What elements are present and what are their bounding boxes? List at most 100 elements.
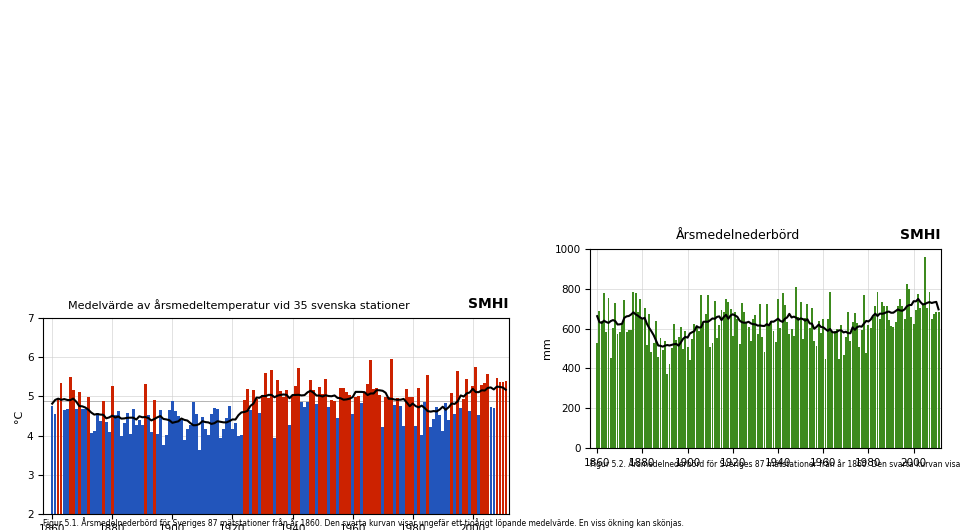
Bar [938,312,940,448]
Bar [626,332,628,448]
Bar [54,414,57,530]
Bar [711,342,713,448]
Bar [773,331,775,448]
Text: Medelvärde av årsmedeltemperatur vid 35 svenska stationer: Medelvärde av årsmedeltemperatur vid 35 … [68,299,410,311]
Bar [246,389,249,530]
Bar [267,398,270,530]
Bar [315,404,318,530]
Bar [813,341,815,448]
Bar [159,410,161,530]
Bar [686,347,688,448]
Bar [798,316,800,448]
Bar [394,405,396,530]
Bar [180,420,182,530]
Bar [174,411,177,530]
Bar [612,328,614,448]
Bar [646,345,648,448]
Bar [505,381,507,530]
Bar [709,347,711,448]
Bar [75,409,78,530]
Bar [477,414,480,530]
Bar [487,374,489,530]
Bar [381,427,384,530]
Bar [671,348,673,448]
Bar [336,418,339,530]
Bar [322,394,324,530]
Bar [639,299,641,448]
Bar [781,293,783,448]
Bar [346,392,348,530]
Bar [696,327,698,448]
Bar [388,397,390,530]
Bar [84,409,86,530]
Bar [890,326,892,448]
Bar [791,329,793,448]
Bar [312,390,315,530]
Text: Figur 5.2. Årsmedelnederbörd för Sveriges 87 mätstationer från år 1860. Den svar: Figur 5.2. Årsmedelnederbörd för Sverige… [590,458,960,470]
Bar [243,400,246,530]
Bar [705,314,707,448]
Bar [716,338,718,448]
Bar [351,414,354,530]
Bar [863,295,865,448]
Bar [69,377,71,530]
Bar [915,311,917,448]
Bar [825,359,827,448]
Bar [111,386,113,530]
Bar [743,312,745,448]
Bar [920,308,922,448]
Bar [439,416,441,530]
Bar [605,332,607,448]
Bar [405,389,408,530]
Bar [831,331,833,448]
Bar [885,306,887,448]
Bar [808,328,810,448]
Bar [240,436,243,530]
Bar [621,323,623,448]
Bar [858,347,860,448]
Bar [888,321,890,448]
Bar [728,303,730,448]
Bar [780,328,781,448]
Bar [741,303,743,448]
Bar [93,431,96,530]
Bar [684,331,686,448]
Bar [734,312,736,448]
Bar [933,314,935,448]
Bar [216,410,219,530]
Bar [861,330,863,448]
Bar [917,294,919,448]
Bar [641,318,643,448]
Bar [703,323,705,448]
Bar [501,383,504,530]
Bar [450,393,453,530]
Bar [378,395,381,530]
Bar [255,399,257,530]
Bar [788,334,790,448]
Bar [120,436,123,530]
Bar [755,315,756,448]
Bar [786,322,788,448]
Bar [285,391,288,530]
Bar [402,426,405,530]
Bar [614,303,616,448]
Bar [610,358,612,448]
Bar [725,299,727,448]
Bar [900,299,901,448]
Bar [150,431,153,530]
Bar [324,379,326,530]
Bar [144,384,147,530]
Bar [372,388,375,530]
Bar [865,353,867,448]
Bar [784,305,786,448]
Bar [856,323,858,448]
Bar [270,370,273,530]
Bar [102,401,105,530]
Bar [756,334,758,448]
Bar [96,413,99,530]
Bar [619,332,621,448]
Bar [375,388,378,530]
Bar [282,397,285,530]
Y-axis label: mm: mm [541,338,552,359]
Bar [498,382,501,530]
